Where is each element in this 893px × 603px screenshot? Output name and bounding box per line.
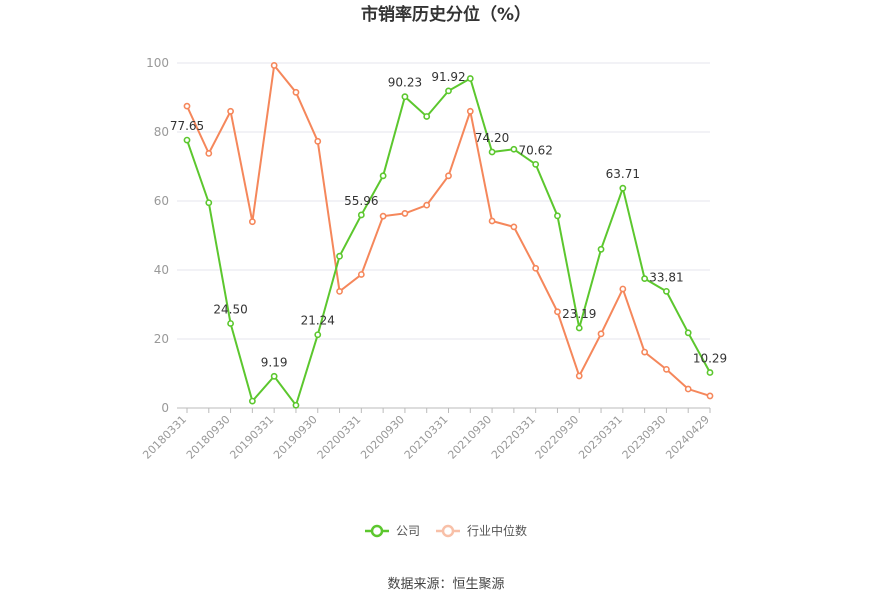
data-label: 91.92 — [431, 70, 465, 84]
x-tick-label: 20230930 — [620, 413, 669, 462]
y-tick-label: 20 — [154, 332, 169, 346]
data-point — [532, 160, 540, 168]
x-tick-label: 20240429 — [663, 413, 712, 462]
data-point — [379, 172, 387, 180]
data-label: 55.96 — [344, 194, 378, 208]
x-tick-label: 20200331 — [315, 413, 364, 462]
legend-label-company: 公司 — [396, 524, 420, 538]
data-point — [641, 275, 649, 283]
data-point — [183, 136, 191, 144]
data-point — [488, 217, 496, 225]
series — [183, 62, 714, 409]
legend-item-industry[interactable]: 行业中位数 — [436, 523, 527, 538]
data-point — [205, 199, 213, 207]
data-point — [663, 365, 670, 373]
y-tick-label: 60 — [154, 194, 169, 208]
data-point — [314, 137, 322, 145]
data-point — [270, 62, 278, 69]
data-point — [619, 285, 627, 293]
data-point — [510, 223, 518, 231]
data-label: 24.50 — [213, 302, 247, 316]
data-point — [641, 348, 649, 356]
data-point — [575, 372, 583, 380]
data-point — [270, 372, 278, 380]
data-source: 数据来源：恒生聚源 — [387, 577, 504, 592]
data-label: 21.24 — [301, 314, 335, 328]
data-label: 90.23 — [388, 76, 422, 90]
series-industry — [183, 62, 714, 400]
data-point — [183, 102, 191, 110]
chart-title: 市销率历史分位（%） — [361, 4, 531, 25]
data-point — [663, 287, 670, 295]
data-label: 10.29 — [693, 351, 727, 365]
data-point — [684, 385, 692, 393]
data-point — [554, 308, 561, 316]
legend-marker-company — [370, 524, 384, 538]
data-point — [597, 245, 605, 253]
data-point — [357, 271, 365, 278]
x-tick-label: 20190331 — [227, 413, 276, 462]
data-point — [488, 148, 496, 156]
data-point — [466, 75, 474, 82]
data-point — [466, 107, 474, 115]
x-tick-label: 20200930 — [358, 413, 407, 462]
data-label: 23.19 — [562, 307, 596, 321]
x-tick-label: 20180930 — [184, 413, 233, 462]
data-point — [314, 331, 322, 339]
y-tick-label: 0 — [161, 401, 169, 415]
legend-label-industry: 行业中位数 — [467, 523, 527, 538]
data-point — [423, 201, 431, 209]
legend[interactable]: 公司 行业中位数 — [365, 523, 527, 538]
data-point — [401, 93, 409, 101]
x-tick-label: 20230331 — [576, 413, 625, 462]
y-tick-label: 100 — [146, 56, 169, 70]
data-point — [510, 145, 518, 153]
data-point — [401, 210, 409, 217]
data-point — [684, 329, 692, 337]
x-tick-label: 20210930 — [445, 413, 494, 462]
data-point — [357, 211, 365, 219]
data-label: 70.62 — [518, 143, 552, 157]
data-point — [248, 397, 256, 405]
data-point — [336, 252, 343, 260]
x-tick-label: 20190930 — [271, 413, 320, 462]
data-point — [205, 149, 213, 157]
y-tick-label: 80 — [154, 125, 169, 139]
data-point — [292, 401, 300, 409]
data-label: 77.65 — [170, 119, 204, 133]
data-point — [227, 320, 234, 327]
grid — [177, 62, 710, 409]
x-tick-label: 20220930 — [533, 413, 582, 462]
data-point — [445, 172, 452, 180]
x-tick-label: 20180331 — [140, 413, 189, 462]
data-point — [706, 369, 714, 376]
x-tick-label: 20220331 — [489, 413, 538, 462]
data-point — [706, 392, 714, 400]
y-tick-label: 40 — [154, 263, 169, 277]
data-point — [248, 218, 256, 226]
legend-marker-industry — [441, 524, 455, 538]
x-tick-label: 20210331 — [402, 413, 451, 462]
data-point — [532, 264, 540, 272]
series-company — [183, 75, 714, 409]
data-label: 63.71 — [606, 167, 640, 181]
data-point — [597, 330, 605, 338]
data-label: 74.20 — [475, 131, 509, 145]
data-point — [292, 88, 300, 96]
data-point — [575, 324, 583, 332]
data-point — [379, 212, 387, 220]
legend-item-company[interactable]: 公司 — [365, 524, 420, 538]
data-point — [336, 287, 343, 295]
series-line — [186, 62, 711, 397]
data-labels: 77.65 24.50 9.19 21.24 55.96 90.23 91.92 74.20 7… — [170, 70, 727, 369]
data-point — [423, 113, 431, 120]
data-label: 9.19 — [261, 355, 288, 369]
data-point — [227, 107, 234, 115]
data-point — [554, 212, 561, 220]
data-label: 33.81 — [649, 270, 683, 284]
data-point — [445, 87, 452, 95]
data-point — [619, 184, 627, 192]
